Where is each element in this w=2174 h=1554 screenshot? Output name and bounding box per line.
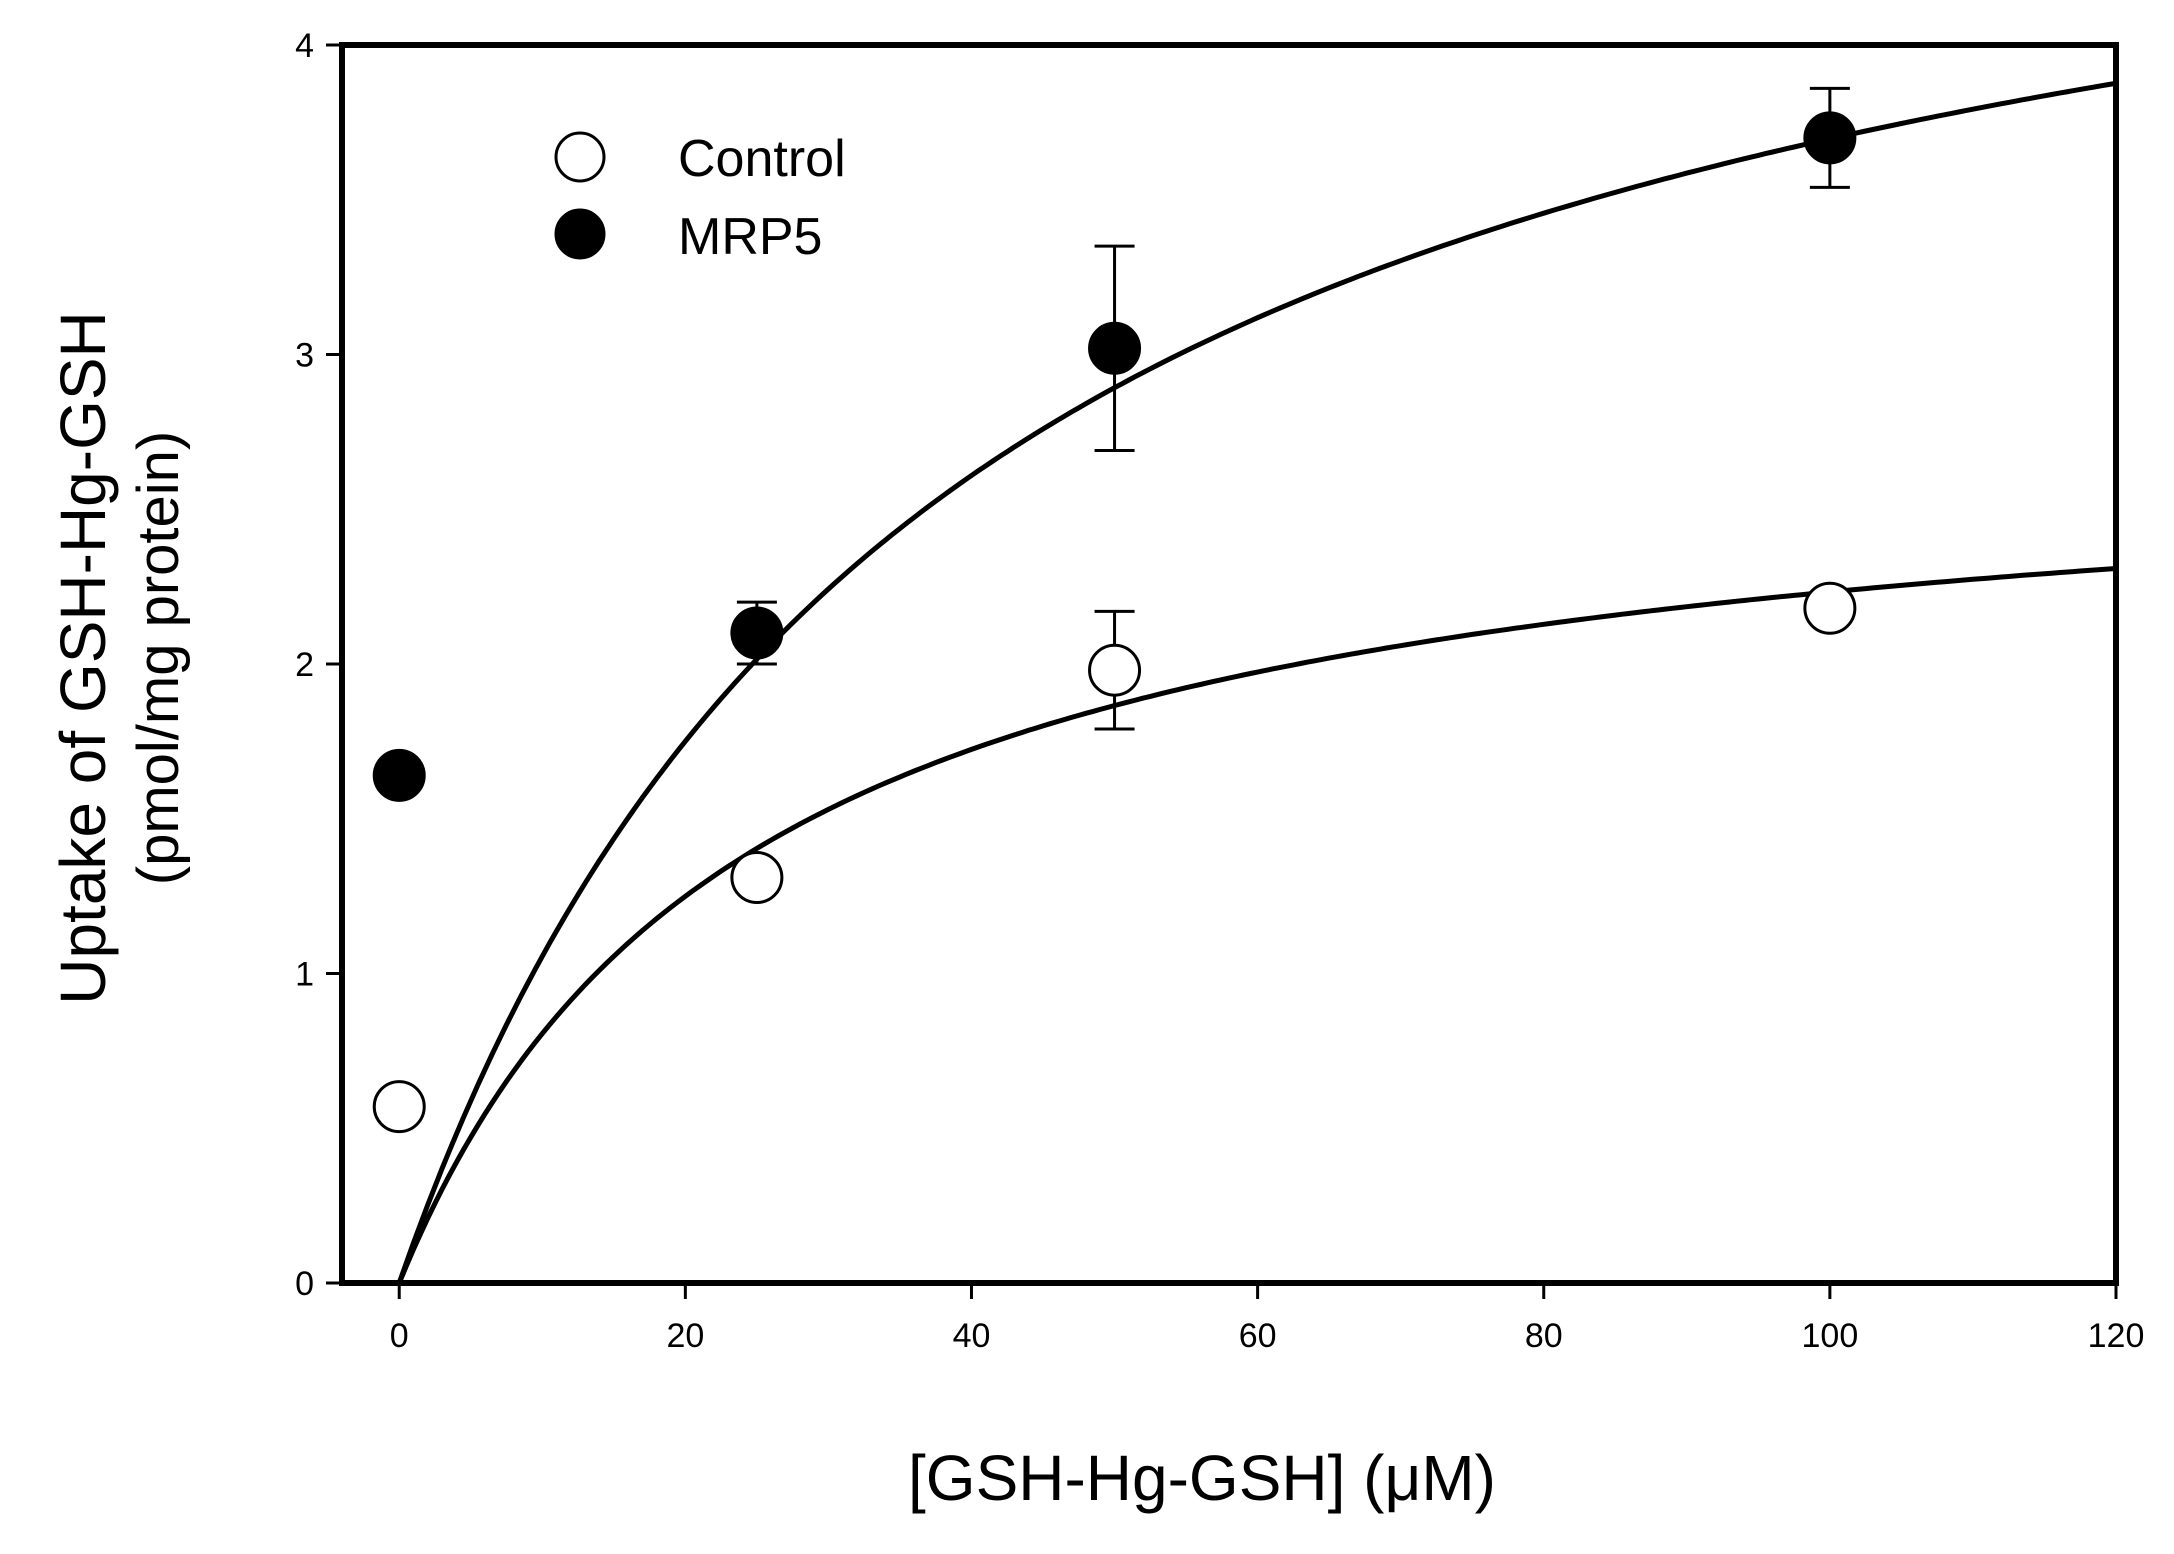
point-control xyxy=(1088,643,1142,697)
y-tick-label: 3 xyxy=(295,337,314,375)
point-control xyxy=(730,851,784,905)
point-mrp5 xyxy=(1088,321,1142,375)
point-control xyxy=(1803,581,1857,635)
x-tick-label: 100 xyxy=(1802,1317,1859,1355)
fit-curve-control xyxy=(396,566,2117,1284)
point-control xyxy=(372,1080,426,1134)
fit-curve-mrp5 xyxy=(396,80,2117,1284)
legend-label-control: Control xyxy=(678,130,846,188)
x-axis-title: [GSH-Hg-GSH] (μM) xyxy=(908,1442,1496,1514)
x-tick-label: 80 xyxy=(1525,1317,1563,1355)
x-tick-label: 0 xyxy=(390,1317,409,1355)
point-mrp5 xyxy=(1803,111,1857,165)
y-axis-title-line1: Uptake of GSH-Hg-GSH xyxy=(47,311,119,1005)
error-bars xyxy=(736,86,1850,895)
legend: Control MRP5 xyxy=(554,130,846,266)
x-tick-label: 60 xyxy=(1239,1317,1277,1355)
x-tick-label: 40 xyxy=(953,1317,991,1355)
x-tick-label: 20 xyxy=(666,1317,704,1355)
fit-curves xyxy=(396,80,2117,1284)
legend-label-mrp5: MRP5 xyxy=(678,208,822,266)
axes: 0 20 40 60 80 100 120 0 1 2 3 4 xyxy=(295,27,2144,1355)
y-tick-label: 0 xyxy=(295,1265,314,1303)
data-points xyxy=(372,111,1857,1134)
y-axis-title-line2: (pmol/mg protein) xyxy=(126,431,191,885)
y-tick-label: 4 xyxy=(295,27,314,65)
y-tick-label: 2 xyxy=(295,646,314,684)
x-tick-label: 120 xyxy=(2088,1317,2145,1355)
point-mrp5 xyxy=(730,606,784,660)
plot-frame xyxy=(339,42,2119,1286)
point-mrp5 xyxy=(372,748,426,802)
legend-marker-control xyxy=(554,131,606,183)
legend-marker-mrp5 xyxy=(554,208,606,260)
y-tick-label: 1 xyxy=(295,956,314,994)
